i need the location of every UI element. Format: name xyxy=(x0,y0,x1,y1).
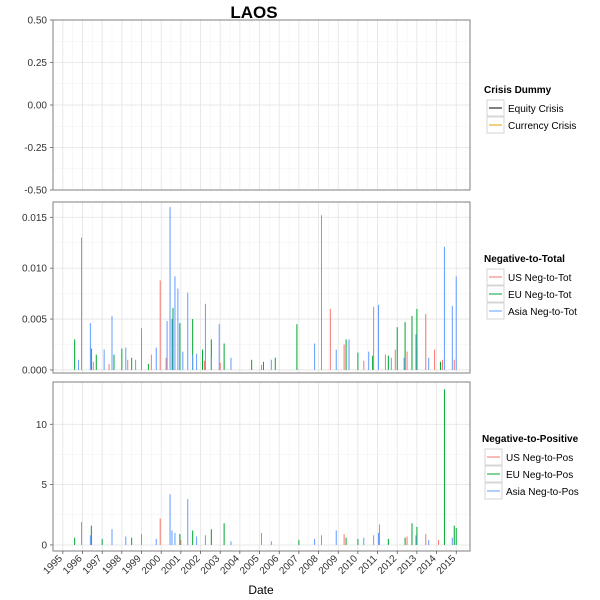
legend-label: EU Neg-to-Pos xyxy=(506,470,573,481)
x-tick-label: 2014 xyxy=(415,553,439,577)
legend-label: US Neg-to-Tot xyxy=(508,273,572,284)
y-tick-label: 0.50 xyxy=(28,16,48,27)
legend-neg-to-pos: Negative-to-Positive US Neg-to-Pos EU Neg-… xyxy=(482,434,579,500)
panel-border xyxy=(52,381,471,552)
x-tick-label: 1995 xyxy=(41,553,65,577)
y-tick-label: -0.25 xyxy=(24,143,47,154)
panel-neg-to-pos: 10 5 0 xyxy=(36,381,471,552)
series-eu-neg-to-tot xyxy=(74,307,441,370)
x-tick-label: 1998 xyxy=(100,553,124,577)
x-tick-label: 2006 xyxy=(258,553,282,577)
panel-crisis: 0.50 0.25 0.00 -0.25 -0.50 xyxy=(24,16,471,197)
legend-label: Asia Neg-to-Pos xyxy=(506,487,579,498)
x-tick-label: 2001 xyxy=(159,553,183,577)
series-eu-neg-to-pos xyxy=(74,389,457,545)
y-tick-label: 5 xyxy=(41,480,47,491)
panel-neg-to-total: 0.015 0.010 0.005 0.000 xyxy=(22,201,471,376)
y-tick-label: 0.005 xyxy=(22,315,47,326)
x-tick-label: 2004 xyxy=(218,553,242,577)
legend-label: US Neg-to-Pos xyxy=(506,453,573,464)
x-tick-label: 2013 xyxy=(396,553,420,577)
chart-panels: 0.500.250.00-0.25-0.500.0150.0100.0050.0… xyxy=(22,16,471,552)
legend-label: Asia Neg-to-Tot xyxy=(508,307,577,318)
x-tick-label: 2010 xyxy=(336,553,360,577)
legend-title: Crisis Dummy xyxy=(484,85,552,96)
x-tick-label: 2011 xyxy=(357,553,380,576)
panel-background xyxy=(53,202,470,373)
x-tick-label: 1997 xyxy=(81,553,105,577)
y-tick-label: 0.25 xyxy=(28,58,48,69)
legend-crisis: Crisis Dummy Equity Crisis Currency Crisis xyxy=(484,85,576,134)
x-axis: 1995199619971998199920002001200220032004… xyxy=(41,551,459,577)
x-tick-label: 2012 xyxy=(376,553,400,577)
y-tick-label: 10 xyxy=(36,420,48,431)
legend-title: Negative-to-Total xyxy=(484,254,565,265)
y-tick-label: 0.000 xyxy=(22,365,47,376)
x-axis-title: Date xyxy=(248,583,274,597)
y-tick-label: 0.015 xyxy=(22,213,47,224)
x-tick-label: 2005 xyxy=(238,553,262,577)
x-tick-label: 2008 xyxy=(297,553,321,577)
panel-background xyxy=(53,382,470,551)
x-tick-label: 2002 xyxy=(179,553,203,577)
x-tick-label: 1999 xyxy=(120,553,144,577)
x-tick-label: 2007 xyxy=(277,553,301,577)
panel-border xyxy=(52,201,471,374)
y-tick-label: 0.00 xyxy=(28,101,48,112)
legend-label: Currency Crisis xyxy=(508,121,576,132)
x-tick-label: 2000 xyxy=(140,553,164,577)
legends: Crisis Dummy Equity Crisis Currency Crisis… xyxy=(482,85,579,500)
series-asia-neg-to-tot xyxy=(78,207,457,370)
legend-label: Equity Crisis xyxy=(508,104,564,115)
x-tick-label: 2003 xyxy=(199,553,223,577)
x-tick-label: 2015 xyxy=(435,553,459,577)
series-asia-neg-to-pos xyxy=(89,494,453,545)
y-tick-label: 0 xyxy=(41,540,47,551)
y-tick-label: -0.50 xyxy=(24,186,47,197)
legend-neg-to-total: Negative-to-Total US Neg-to-Tot EU Neg-to-… xyxy=(484,254,577,320)
panel-border xyxy=(52,19,471,191)
y-tick-label: 0.010 xyxy=(22,264,47,275)
legend-label: EU Neg-to-Tot xyxy=(508,290,572,301)
chart-title: LAOS xyxy=(230,3,277,22)
series-us-neg-to-pos xyxy=(81,518,440,545)
x-tick-label: 1996 xyxy=(61,553,85,577)
legend-title: Negative-to-Positive xyxy=(482,434,579,445)
x-tick-label: 2009 xyxy=(317,553,341,577)
